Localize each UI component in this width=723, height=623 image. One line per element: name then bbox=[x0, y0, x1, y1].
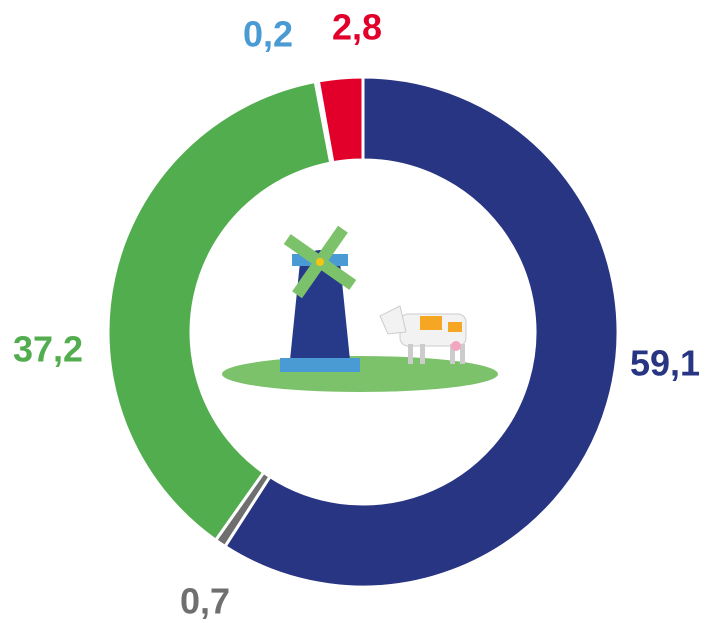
data-label: 0,7 bbox=[180, 581, 230, 622]
data-label: 59,1 bbox=[630, 343, 700, 384]
data-label: 2,8 bbox=[332, 7, 382, 48]
cow bbox=[379, 305, 467, 364]
data-label: 0,2 bbox=[243, 14, 293, 55]
windmill-hub bbox=[316, 258, 324, 266]
donut-segment bbox=[106, 79, 333, 543]
donut-segment bbox=[222, 75, 620, 589]
illustration bbox=[222, 225, 498, 392]
donut-segment bbox=[316, 75, 365, 165]
data-label: 37,2 bbox=[13, 329, 83, 370]
windmill-base bbox=[280, 358, 360, 372]
